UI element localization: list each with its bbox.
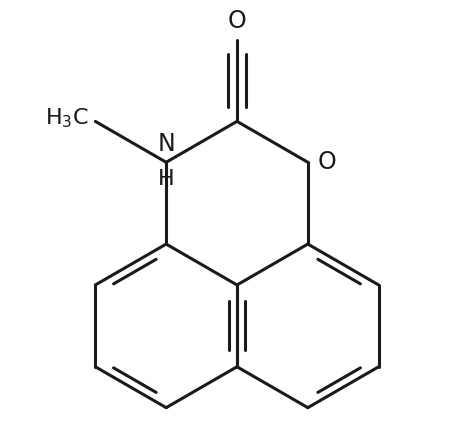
Text: H: H	[158, 169, 174, 189]
Text: O: O	[228, 9, 246, 33]
Text: O: O	[318, 150, 337, 174]
Text: $\mathregular{H_3C}$: $\mathregular{H_3C}$	[45, 107, 89, 130]
Text: N: N	[157, 132, 175, 156]
